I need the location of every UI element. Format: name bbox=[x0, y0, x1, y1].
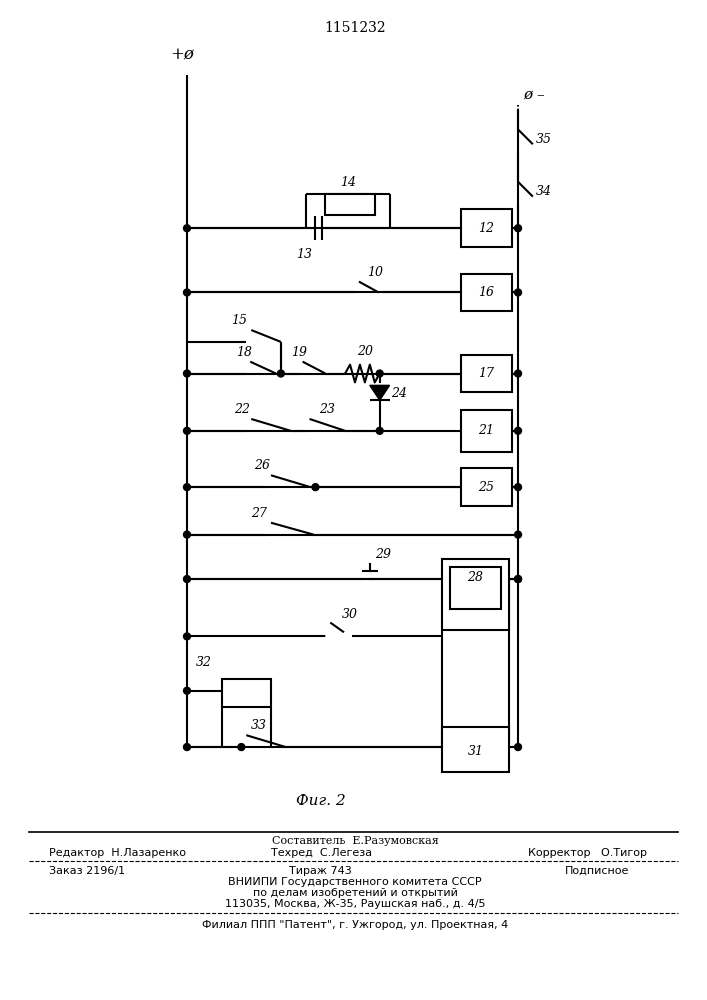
Text: 16: 16 bbox=[479, 286, 494, 299]
Text: 33: 33 bbox=[251, 719, 267, 732]
Circle shape bbox=[184, 427, 190, 434]
Circle shape bbox=[277, 370, 284, 377]
Text: 31: 31 bbox=[467, 745, 484, 758]
Text: 29: 29 bbox=[375, 548, 391, 561]
Text: 20: 20 bbox=[357, 345, 373, 358]
Text: 17: 17 bbox=[479, 367, 494, 380]
Text: Тираж 743: Тираж 743 bbox=[289, 866, 352, 876]
Circle shape bbox=[376, 370, 383, 377]
Bar bbox=[461, 410, 512, 452]
Text: 10: 10 bbox=[367, 266, 383, 279]
Circle shape bbox=[184, 576, 190, 583]
Text: 18: 18 bbox=[236, 346, 252, 359]
Text: 23: 23 bbox=[320, 403, 335, 416]
Text: Филиал ППП "Патент", г. Ужгород, ул. Проектная, 4: Филиал ППП "Патент", г. Ужгород, ул. Про… bbox=[202, 920, 508, 930]
Circle shape bbox=[515, 289, 522, 296]
Bar bbox=[461, 209, 512, 247]
Text: 15: 15 bbox=[231, 314, 247, 327]
Circle shape bbox=[515, 427, 522, 434]
Text: Фиг. 2: Фиг. 2 bbox=[296, 794, 345, 808]
Text: 34: 34 bbox=[536, 185, 552, 198]
Circle shape bbox=[515, 576, 522, 583]
Circle shape bbox=[515, 576, 522, 583]
Text: 13: 13 bbox=[296, 248, 312, 261]
Text: Корректор   О.Тигор: Корректор О.Тигор bbox=[528, 848, 647, 858]
Text: 21: 21 bbox=[479, 424, 494, 437]
Bar bbox=[461, 274, 512, 311]
Text: 28: 28 bbox=[467, 571, 484, 584]
Text: 19: 19 bbox=[291, 346, 307, 359]
Text: по делам изобретений и открытий: по делам изобретений и открытий bbox=[252, 888, 457, 898]
Polygon shape bbox=[370, 385, 390, 400]
Circle shape bbox=[184, 633, 190, 640]
Circle shape bbox=[376, 427, 383, 434]
Text: 1151232: 1151232 bbox=[325, 21, 386, 35]
Text: +ø: +ø bbox=[170, 46, 194, 63]
Text: 113035, Москва, Ж-35, Раушская наб., д. 4/5: 113035, Москва, Ж-35, Раушская наб., д. … bbox=[225, 899, 485, 909]
Bar bbox=[442, 559, 509, 630]
Text: 14: 14 bbox=[340, 176, 356, 189]
Circle shape bbox=[184, 225, 190, 232]
Text: 24: 24 bbox=[392, 387, 407, 400]
Text: 30: 30 bbox=[342, 608, 358, 621]
Circle shape bbox=[184, 370, 190, 377]
Text: 27: 27 bbox=[251, 507, 267, 520]
Text: 26: 26 bbox=[255, 459, 270, 472]
Text: Составитель  Е.Разумовская: Составитель Е.Разумовская bbox=[271, 836, 438, 846]
Text: ВНИИПИ Государственного комитета СССР: ВНИИПИ Государственного комитета СССР bbox=[228, 877, 481, 887]
Circle shape bbox=[515, 744, 522, 751]
Text: Подписное: Подписное bbox=[565, 866, 629, 876]
Bar bbox=[461, 468, 512, 506]
Circle shape bbox=[312, 484, 319, 491]
Circle shape bbox=[515, 225, 522, 232]
Circle shape bbox=[184, 484, 190, 491]
Circle shape bbox=[515, 531, 522, 538]
Bar bbox=[442, 727, 509, 772]
Bar bbox=[450, 567, 501, 609]
Text: 22: 22 bbox=[235, 403, 250, 416]
Text: 12: 12 bbox=[479, 222, 494, 235]
Circle shape bbox=[515, 370, 522, 377]
Bar bbox=[461, 355, 512, 392]
Circle shape bbox=[238, 744, 245, 751]
Circle shape bbox=[343, 632, 351, 640]
Text: Редактор  Н.Лазаренко: Редактор Н.Лазаренко bbox=[49, 848, 186, 858]
Text: 35: 35 bbox=[536, 133, 552, 146]
Text: 25: 25 bbox=[479, 481, 494, 494]
Circle shape bbox=[327, 632, 334, 640]
Text: Техред  С.Легеза: Техред С.Легеза bbox=[271, 848, 372, 858]
Text: Заказ 2196/1: Заказ 2196/1 bbox=[49, 866, 124, 876]
Text: 32: 32 bbox=[196, 656, 211, 669]
Circle shape bbox=[184, 687, 190, 694]
Circle shape bbox=[184, 744, 190, 751]
Circle shape bbox=[515, 484, 522, 491]
Circle shape bbox=[184, 289, 190, 296]
Bar bbox=[325, 194, 375, 215]
Text: ø –: ø – bbox=[523, 88, 544, 102]
Bar bbox=[221, 679, 271, 707]
Circle shape bbox=[184, 531, 190, 538]
